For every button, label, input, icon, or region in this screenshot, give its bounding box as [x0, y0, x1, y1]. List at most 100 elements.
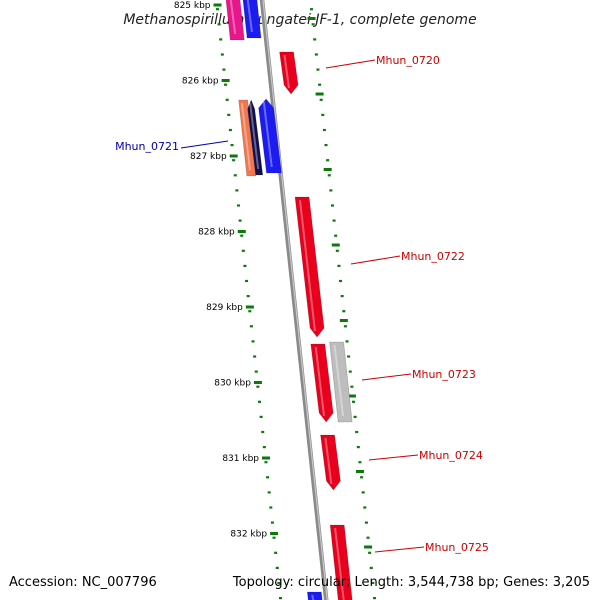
dot-right: [343, 325, 347, 328]
gene-arrow[interactable]: [225, 0, 245, 41]
dot-right: [350, 385, 354, 388]
major-tick-right: [347, 394, 356, 398]
tick-marks: 825 kbp 826 kbp 827 kbp 828 kbp 829 kbp 830 k…: [174, 1, 376, 600]
gene-arrow[interactable]: [329, 341, 353, 423]
gene-arrow[interactable]: [247, 99, 264, 176]
map-title: Methanospirillum hungatei JF-1, complete…: [123, 12, 476, 28]
dot-right: [364, 521, 368, 524]
dot-right: [351, 400, 355, 403]
major-tick-right: [339, 319, 348, 322]
major-tick-right: [307, 17, 316, 20]
kbp-tick-label: 827 kbp: [190, 152, 227, 162]
kbp-tick-label: 830 kbp: [214, 379, 251, 389]
dot-right: [369, 566, 373, 569]
gene-arrow[interactable]: [242, 0, 262, 39]
dot-left: [249, 325, 253, 328]
dot-left: [275, 566, 279, 569]
dot-left: [219, 38, 223, 41]
dot-right: [327, 174, 331, 177]
dot-right: [339, 279, 343, 283]
gene-arrow[interactable]: [307, 591, 323, 600]
dot-right: [321, 113, 325, 116]
accession-text: Accession: NC_007796: [9, 575, 157, 590]
gene-arrow-mhun-0725[interactable]: [329, 524, 353, 600]
kbp-tick-label: 831 kbp: [222, 454, 259, 464]
dot-left: [267, 491, 271, 494]
backbone-line: [259, 0, 329, 600]
gene-label[interactable]: Mhun_0725: [425, 541, 489, 554]
gene-label[interactable]: Mhun_0724: [419, 449, 483, 462]
gene-label[interactable]: Mhun_0722: [401, 250, 465, 263]
dot-right: [322, 128, 326, 132]
dot-right: [345, 340, 349, 343]
gene-shine: [283, 54, 290, 89]
dot-right: [340, 295, 344, 298]
gene-arrow-mhun-0723[interactable]: [310, 343, 334, 423]
dot-left: [259, 415, 263, 418]
gene-arrow-mhun-0722[interactable]: [294, 196, 325, 338]
dot-left: [222, 68, 226, 71]
major-tick-left: [245, 305, 254, 309]
label-leader-line: [368, 454, 419, 461]
dot-right: [335, 249, 339, 252]
dot-right: [332, 219, 336, 222]
dot-left: [261, 430, 265, 434]
gene-arrow[interactable]: [258, 98, 282, 174]
dot-left: [254, 370, 258, 373]
dot-right: [330, 204, 334, 207]
dot-right: [324, 144, 328, 147]
label-leader-line: [180, 140, 229, 149]
dot-left: [232, 159, 236, 162]
kbp-tick-label: 826 kbp: [182, 77, 219, 87]
gene-label[interactable]: Mhun_0720: [376, 54, 440, 67]
dot-right: [355, 430, 359, 434]
dot-left: [240, 234, 244, 237]
dot-left: [236, 204, 240, 207]
dot-left: [257, 400, 261, 403]
dot-right: [358, 461, 362, 464]
dot-left: [251, 340, 255, 343]
dot-right: [342, 310, 346, 313]
dot-right: [353, 415, 357, 418]
dot-right: [337, 264, 341, 267]
dot-left: [225, 98, 229, 101]
major-tick-right: [323, 168, 332, 171]
dot-left: [215, 8, 219, 11]
dot-left: [246, 295, 250, 298]
gene-shine: [333, 344, 345, 417]
label-leader-line: [361, 373, 412, 381]
dot-right: [356, 446, 360, 449]
dot-left: [227, 113, 231, 116]
gene-shine: [240, 102, 251, 171]
dot-right: [363, 506, 367, 509]
dot-left: [272, 536, 276, 539]
major-tick-left: [237, 230, 246, 233]
gene-shine: [334, 527, 345, 600]
dot-right: [334, 234, 338, 237]
dot-left: [269, 506, 273, 509]
dot-left: [264, 461, 268, 464]
gene-label[interactable]: Mhun_0723: [412, 368, 476, 381]
major-tick-right: [331, 243, 340, 247]
dot-right: [314, 53, 318, 56]
gene-arrow-mhun-0720[interactable]: [279, 51, 299, 95]
dot-left: [224, 83, 228, 86]
dot-right: [313, 38, 317, 41]
dot-left: [243, 264, 247, 267]
gene-shine: [298, 199, 316, 332]
major-tick-right: [356, 470, 365, 473]
major-tick-right: [315, 92, 324, 96]
gene-shine: [249, 102, 260, 170]
major-tick-left: [253, 381, 262, 384]
kbp-tick-label: 829 kbp: [206, 303, 243, 313]
backbone-highlight: [262, 0, 328, 600]
dot-left: [230, 144, 234, 147]
gene-shine: [262, 101, 273, 168]
gene-arrow-mhun-0724[interactable]: [320, 434, 341, 491]
gene-label[interactable]: Mhun_0721: [115, 140, 179, 153]
kbp-tick-label: 832 kbp: [230, 530, 267, 540]
gene-arrow-mhun-0721[interactable]: [238, 99, 257, 177]
dot-left: [262, 446, 266, 449]
dot-right: [326, 159, 330, 162]
